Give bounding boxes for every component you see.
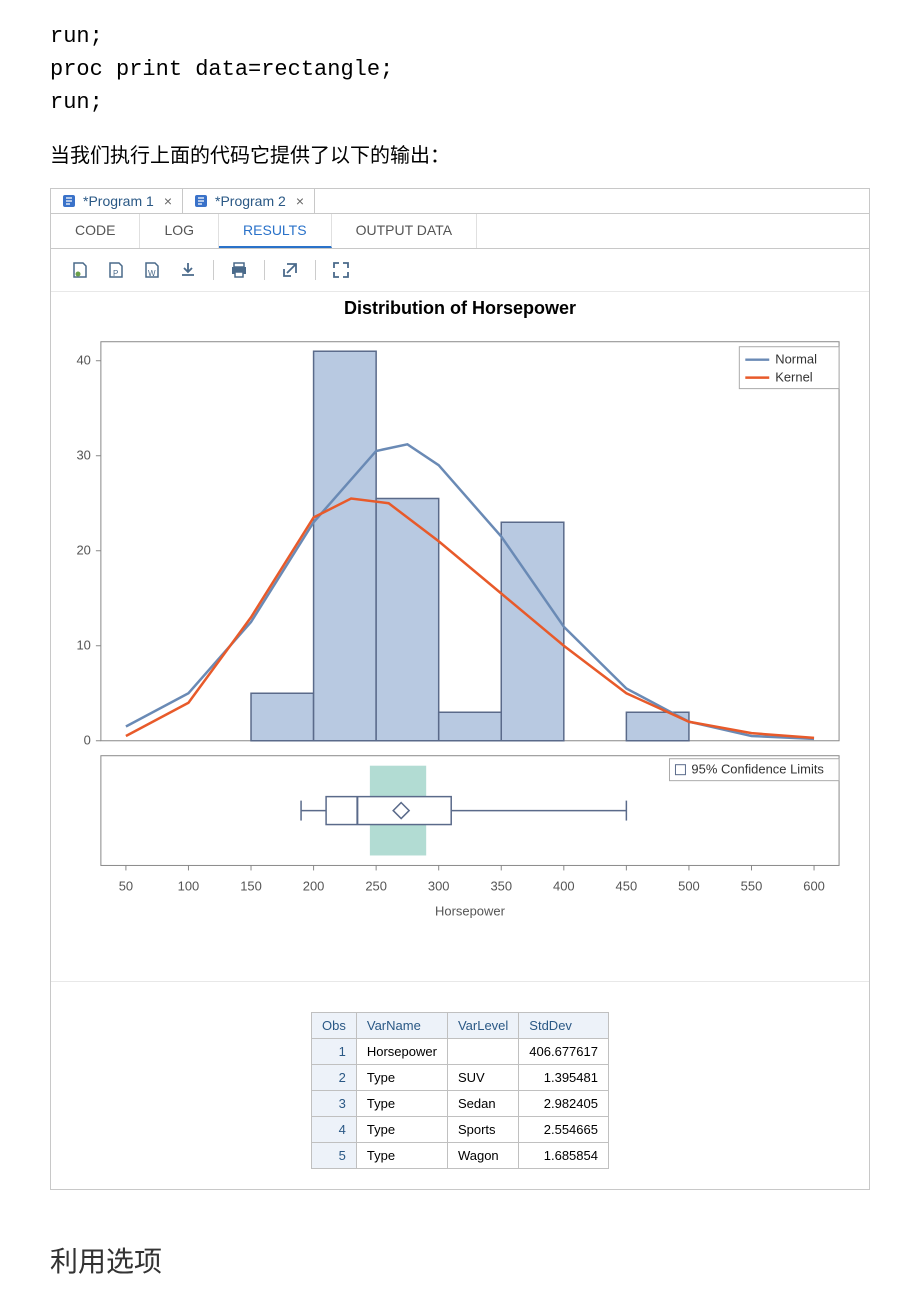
cell-varlevel: SUV [447,1065,518,1091]
svg-text:P: P [113,269,118,278]
table-row: 5TypeWagon1.685854 [312,1143,609,1169]
svg-text:Kernel: Kernel [775,370,813,385]
code-block: run; proc print data=rectangle; run; [0,0,920,129]
svg-text:95% Confidence Limits: 95% Confidence Limits [691,762,824,777]
table-row: 4TypeSports2.554665 [312,1117,609,1143]
tab-output-data[interactable]: OUTPUT DATA [332,214,477,248]
cell-stddev: 1.395481 [519,1065,609,1091]
html-icon[interactable] [69,259,91,281]
cell-varname: Type [356,1117,447,1143]
svg-text:450: 450 [616,878,638,893]
tab-label: *Program 1 [83,193,154,209]
svg-text:Normal: Normal [775,352,817,367]
svg-text:0: 0 [84,733,91,748]
svg-text:100: 100 [178,878,200,893]
tab-program2[interactable]: *Program 2 × [183,189,315,213]
svg-text:500: 500 [678,878,700,893]
svg-text:400: 400 [553,878,575,893]
svg-text:550: 550 [741,878,763,893]
col-header: StdDev [519,1013,609,1039]
toolbar: P W [51,249,869,292]
code-line: proc print data=rectangle; [50,53,870,86]
col-header: VarLevel [447,1013,518,1039]
svg-text:40: 40 [76,353,90,368]
tab-results[interactable]: RESULTS [219,214,332,248]
download-icon[interactable] [177,259,199,281]
cell-varlevel [447,1039,518,1065]
svg-text:50: 50 [119,878,133,893]
svg-text:20: 20 [76,543,90,558]
cell-varlevel: Wagon [447,1143,518,1169]
table-row: 3TypeSedan2.982405 [312,1091,609,1117]
description-text: 当我们执行上面的代码它提供了以下的输出： [0,129,920,188]
cell-stddev: 2.554665 [519,1117,609,1143]
tab-log[interactable]: LOG [140,214,219,248]
svg-text:300: 300 [428,878,450,893]
chart-svg: 0 10 20 30 40 Normal Kernel 95% Confidence Limi… [51,321,869,961]
rtf-icon[interactable]: W [141,259,163,281]
cell-stddev: 1.685854 [519,1143,609,1169]
cell-obs: 2 [312,1065,357,1091]
cell-varlevel: Sedan [447,1091,518,1117]
tab-program1[interactable]: *Program 1 × [51,189,183,213]
cell-varlevel: Sports [447,1117,518,1143]
tab-label: *Program 2 [215,193,286,209]
separator [315,260,316,280]
close-icon[interactable]: × [164,193,172,209]
sub-tabs: CODE LOG RESULTS OUTPUT DATA [51,214,869,249]
cell-obs: 4 [312,1117,357,1143]
svg-text:Horsepower: Horsepower [435,903,506,918]
output-panel: *Program 1 × *Program 2 × CODE LOG RESUL… [50,188,870,1190]
svg-text:150: 150 [240,878,262,893]
section-heading: 利用选项 [0,1220,920,1300]
program-icon [193,193,209,209]
pdf-icon[interactable]: P [105,259,127,281]
cell-varname: Type [356,1091,447,1117]
cell-obs: 3 [312,1091,357,1117]
cell-varname: Type [356,1143,447,1169]
svg-text:600: 600 [803,878,825,893]
program-tabs: *Program 1 × *Program 2 × [51,189,869,214]
code-line: run; [50,86,870,119]
program-icon [61,193,77,209]
svg-text:30: 30 [76,448,90,463]
col-header: Obs [312,1013,357,1039]
table-row: 2TypeSUV1.395481 [312,1065,609,1091]
svg-text:350: 350 [490,878,512,893]
popout-icon[interactable] [279,259,301,281]
data-table: ObsVarNameVarLevelStdDev 1Horsepower 406.… [311,1012,609,1169]
print-icon[interactable] [228,259,250,281]
chart-area: 0 10 20 30 40 Normal Kernel 95% Confidence Limi… [51,321,869,961]
cell-varname: Horsepower [356,1039,447,1065]
cell-stddev: 2.982405 [519,1091,609,1117]
table-wrap: ObsVarNameVarLevelStdDev 1Horsepower 406.… [51,981,869,1189]
table-row: 1Horsepower 406.677617 [312,1039,609,1065]
cell-obs: 5 [312,1143,357,1169]
svg-text:200: 200 [303,878,325,893]
chart-title: Distribution of Horsepower [51,292,869,321]
svg-text:W: W [148,269,156,278]
cell-stddev: 406.677617 [519,1039,609,1065]
svg-text:10: 10 [76,638,90,653]
code-line: run; [50,20,870,53]
tab-code[interactable]: CODE [51,214,140,248]
separator [213,260,214,280]
cell-varname: Type [356,1065,447,1091]
expand-icon[interactable] [330,259,352,281]
cell-obs: 1 [312,1039,357,1065]
close-icon[interactable]: × [296,193,304,209]
svg-text:250: 250 [365,878,387,893]
col-header: VarName [356,1013,447,1039]
separator [264,260,265,280]
